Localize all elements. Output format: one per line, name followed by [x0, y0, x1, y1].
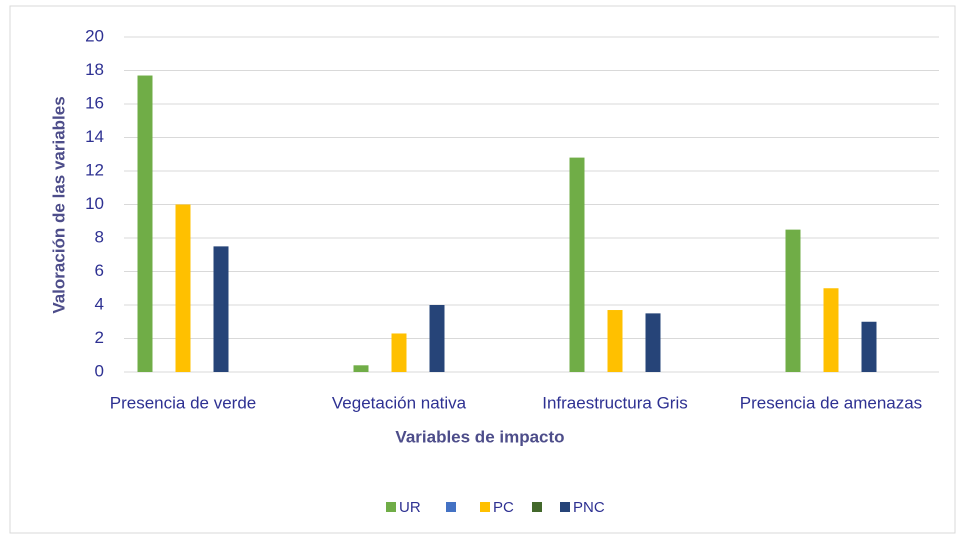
legend-swatch: [560, 502, 570, 512]
bar: [569, 157, 585, 372]
y-tick-label: 4: [95, 294, 104, 313]
y-tick-label: 6: [95, 261, 104, 280]
bar: [137, 75, 153, 373]
bar: [213, 246, 229, 372]
x-tick-label: Vegetación nativa: [332, 393, 467, 412]
y-tick-label: 2: [95, 328, 104, 347]
y-tick-label: 8: [95, 227, 104, 246]
y-tick-label: 16: [85, 93, 104, 112]
bar: [429, 305, 445, 372]
legend-swatch: [480, 502, 490, 512]
y-axis-label: Valoración de las variables: [49, 96, 68, 313]
legend-label: UR: [399, 499, 421, 516]
x-axis-label: Variables de impacto: [395, 427, 564, 446]
legend-swatch: [386, 502, 396, 512]
x-tick-label: Infraestructura Gris: [542, 393, 688, 412]
y-tick-label: 18: [85, 60, 104, 79]
legend-label: PNC: [573, 499, 605, 516]
legend-swatch: [532, 502, 542, 512]
legend-swatch: [446, 502, 456, 512]
y-tick-label: 12: [85, 160, 104, 179]
bar: [823, 288, 839, 372]
y-tick-label: 14: [85, 127, 104, 146]
bar: [861, 321, 877, 372]
bar: [645, 313, 661, 372]
y-tick-label: 20: [85, 26, 104, 45]
bar: [785, 229, 801, 372]
y-tick-label: 10: [85, 194, 104, 213]
x-tick-label: Presencia de verde: [110, 393, 256, 412]
legend-label: PC: [493, 499, 514, 516]
x-tick-label: Presencia de amenazas: [740, 393, 922, 412]
bar: [607, 310, 623, 372]
bar: [353, 365, 369, 372]
y-tick-label: 0: [95, 361, 104, 380]
bar: [391, 333, 407, 372]
bar: [175, 204, 191, 372]
